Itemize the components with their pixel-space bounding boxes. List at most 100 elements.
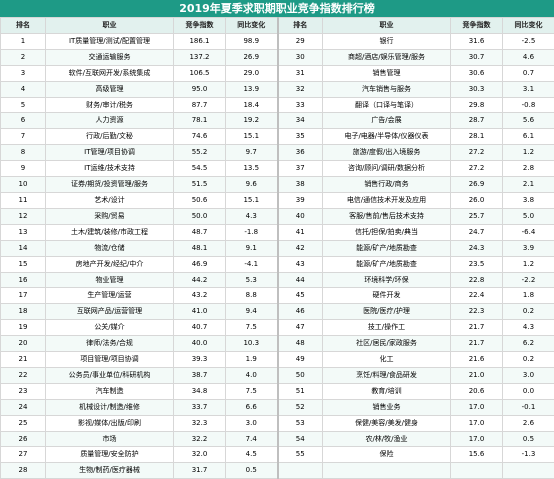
job-cell: 硬件开发 [323,288,451,304]
change-cell: 0.2 [503,304,554,320]
change-cell: 1.2 [503,145,554,161]
change-cell: 6.6 [226,399,278,415]
change-cell: 3.8 [503,192,554,208]
change-cell: 2.8 [503,161,554,177]
change-cell: 26.9 [226,49,278,65]
index-cell: 23.5 [451,256,503,272]
header-job-left: 职业 [46,18,174,34]
job-cell: 采购/贸易 [46,208,174,224]
job-cell [323,463,451,479]
job-cell: 影视/媒体/出版/印刷 [46,415,174,431]
change-cell: 10.3 [226,336,278,352]
job-cell: 电信/通信技术开发及应用 [323,192,451,208]
rank-cell: 28 [1,463,46,479]
index-cell: 51.5 [174,177,226,193]
index-cell: 24.3 [451,240,503,256]
rank-cell: 41 [278,224,323,240]
index-cell: 46.9 [174,256,226,272]
rank-cell: 24 [1,399,46,415]
rank-cell: 46 [278,304,323,320]
change-cell: 19.2 [226,113,278,129]
change-cell: 0.5 [503,431,554,447]
job-cell: 销售业务 [323,399,451,415]
rank-cell: 5 [1,97,46,113]
job-cell: 律师/法务/合规 [46,336,174,352]
rank-cell: 2 [1,49,46,65]
change-cell: -4.1 [226,256,278,272]
rank-cell: 11 [1,192,46,208]
job-cell: 行政/后勤/文秘 [46,129,174,145]
rank-cell: 47 [278,320,323,336]
job-cell: IT运维/技术支持 [46,161,174,177]
index-cell: 38.7 [174,367,226,383]
change-cell: -0.8 [503,97,554,113]
job-cell: 项目管理/项目协调 [46,352,174,368]
index-cell: 17.0 [451,415,503,431]
index-cell: 25.7 [451,208,503,224]
job-cell: 生产管理/运营 [46,288,174,304]
rank-cell: 35 [278,129,323,145]
job-cell: 保险 [323,447,451,463]
rank-cell: 53 [278,415,323,431]
index-cell: 21.6 [451,352,503,368]
change-cell: 13.9 [226,81,278,97]
job-cell: 房地产开发/经纪/中介 [46,256,174,272]
job-cell: 医院/医疗/护理 [323,304,451,320]
change-cell: 5.0 [503,208,554,224]
index-cell: 48.7 [174,224,226,240]
change-cell: -6.4 [503,224,554,240]
change-cell: 0.7 [503,65,554,81]
index-cell: 87.7 [174,97,226,113]
rank-cell: 12 [1,208,46,224]
index-cell: 30.6 [451,65,503,81]
rank-cell: 19 [1,320,46,336]
index-cell: 137.2 [174,49,226,65]
change-cell: 98.9 [226,33,278,49]
index-cell: 32.3 [174,415,226,431]
job-cell: 艺术/设计 [46,192,174,208]
rank-cell: 18 [1,304,46,320]
change-cell: 6.2 [503,336,554,352]
rank-cell: 50 [278,367,323,383]
rank-cell: 21 [1,352,46,368]
index-cell: 39.3 [174,352,226,368]
change-cell: 7.5 [226,383,278,399]
index-cell: 40.7 [174,320,226,336]
index-cell: 48.1 [174,240,226,256]
index-cell: 44.2 [174,272,226,288]
index-cell: 31.7 [174,463,226,479]
change-cell: -1.8 [226,224,278,240]
change-cell: 13.5 [226,161,278,177]
rank-cell: 54 [278,431,323,447]
index-cell: 22.3 [451,304,503,320]
index-cell: 21.0 [451,367,503,383]
job-cell: 互联网产品/运营管理 [46,304,174,320]
change-cell: 4.5 [226,447,278,463]
job-cell: 能源/矿产/地质勘查 [323,256,451,272]
change-cell: 3.1 [503,81,554,97]
index-cell: 29.8 [451,97,503,113]
job-cell: 信托/担保/拍卖/典当 [323,224,451,240]
index-cell: 78.1 [174,113,226,129]
change-cell: 5.3 [226,272,278,288]
job-cell: 社区/居民/家政服务 [323,336,451,352]
change-cell: -1.3 [503,447,554,463]
rank-cell: 32 [278,81,323,97]
rank-cell: 48 [278,336,323,352]
index-cell: 33.7 [174,399,226,415]
index-cell: 17.0 [451,431,503,447]
rank-cell: 15 [1,256,46,272]
job-cell: 客服/售前/售后技术支持 [323,208,451,224]
rank-cell: 7 [1,129,46,145]
change-cell: 9.7 [226,145,278,161]
rank-cell: 29 [278,33,323,49]
job-cell: 销售管理 [323,65,451,81]
change-cell: 3.9 [503,240,554,256]
